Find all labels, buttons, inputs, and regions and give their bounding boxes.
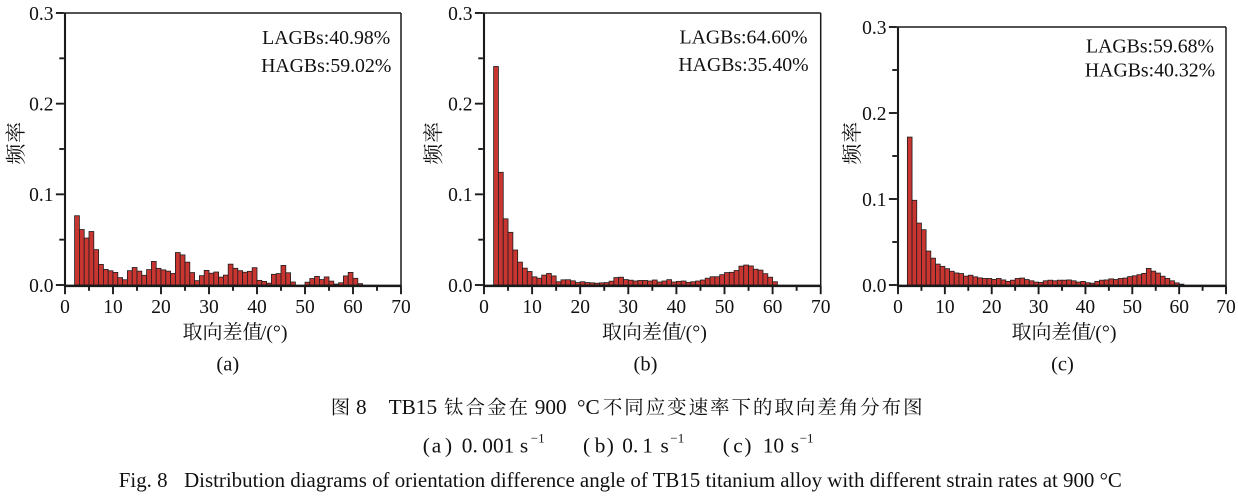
svg-text:HAGBs:59.02%: HAGBs:59.02%: [261, 55, 391, 77]
svg-text:0: 0: [479, 297, 489, 318]
svg-text:8: 8: [356, 395, 367, 419]
svg-text:HAGBs:35.40%: HAGBs:35.40%: [678, 54, 808, 76]
svg-text:Distribution diagrams of orien: Distribution diagrams of orientation dif…: [184, 468, 1122, 492]
svg-text:30: 30: [199, 297, 219, 318]
svg-text:s: s: [661, 433, 669, 457]
svg-text:60: 60: [343, 297, 363, 318]
svg-text:30: 30: [619, 297, 639, 318]
svg-text:(a): (a): [216, 353, 239, 375]
svg-text:20: 20: [982, 297, 1002, 318]
svg-text:0.: 0.: [622, 433, 638, 457]
svg-text:−1: −1: [800, 431, 814, 446]
svg-text:0: 0: [60, 297, 70, 318]
svg-text:0.3: 0.3: [448, 4, 472, 25]
svg-text:): ): [607, 433, 614, 457]
svg-text:/(°): /(°): [680, 322, 707, 344]
svg-text:50: 50: [1123, 297, 1143, 318]
svg-text:0.2: 0.2: [29, 95, 53, 116]
svg-text:Fig. 8: Fig. 8: [119, 468, 168, 492]
svg-text:s: s: [520, 433, 528, 457]
svg-text:40: 40: [667, 297, 687, 318]
svg-text:HAGBs:40.32%: HAGBs:40.32%: [1085, 60, 1215, 82]
svg-text:70: 70: [811, 297, 831, 318]
svg-text:1: 1: [642, 433, 653, 457]
svg-text:LAGBs:64.60%: LAGBs:64.60%: [679, 26, 807, 48]
svg-text:20: 20: [570, 297, 590, 318]
svg-text:50: 50: [295, 297, 315, 318]
svg-text:40: 40: [1076, 297, 1096, 318]
svg-text:10: 10: [522, 297, 542, 318]
svg-text:°C: °C: [577, 395, 600, 419]
svg-text:0.1: 0.1: [448, 185, 472, 206]
svg-text:(: (: [423, 433, 430, 457]
svg-text:(: (: [583, 433, 590, 457]
svg-text:0.2: 0.2: [862, 104, 886, 125]
svg-text:0: 0: [893, 297, 903, 318]
svg-text:40: 40: [247, 297, 267, 318]
svg-text:900: 900: [535, 395, 567, 419]
svg-text:0.0: 0.0: [29, 276, 53, 297]
svg-text:0.0: 0.0: [448, 276, 472, 297]
svg-text:0.1: 0.1: [29, 185, 53, 206]
svg-text:70: 70: [1216, 297, 1236, 318]
svg-text:70: 70: [391, 297, 411, 318]
svg-text:0.1: 0.1: [862, 190, 886, 211]
svg-text:−1: −1: [670, 431, 684, 446]
svg-text:TB15: TB15: [389, 395, 438, 419]
svg-text:/(°): /(°): [261, 322, 288, 344]
svg-text:(c): (c): [1051, 353, 1074, 375]
svg-text:−1: −1: [531, 431, 545, 446]
svg-text:0.3: 0.3: [862, 18, 886, 39]
svg-text:s: s: [791, 433, 799, 457]
svg-text:20: 20: [151, 297, 171, 318]
svg-text:60: 60: [1169, 297, 1189, 318]
svg-text:(b): (b): [634, 353, 658, 375]
svg-text:/(°): /(°): [1090, 322, 1117, 344]
svg-text:60: 60: [763, 297, 783, 318]
svg-text:a: a: [432, 433, 442, 457]
svg-text:0.2: 0.2: [448, 95, 472, 116]
svg-text:30: 30: [1029, 297, 1049, 318]
svg-text:): ): [445, 433, 452, 457]
svg-text:10: 10: [103, 297, 123, 318]
svg-text:001: 001: [482, 433, 514, 457]
svg-text:50: 50: [715, 297, 735, 318]
svg-text:LAGBs:59.68%: LAGBs:59.68%: [1086, 36, 1214, 58]
svg-text:(: (: [723, 433, 730, 457]
svg-text:b: b: [595, 433, 606, 457]
svg-text:0.0: 0.0: [862, 276, 886, 297]
svg-text:0.: 0.: [462, 433, 478, 457]
svg-text:): ): [744, 433, 751, 457]
svg-text:0.3: 0.3: [29, 4, 53, 25]
svg-text:10: 10: [763, 433, 784, 457]
svg-text:LAGBs:40.98%: LAGBs:40.98%: [262, 27, 390, 49]
svg-text:c: c: [733, 433, 742, 457]
svg-text:10: 10: [935, 297, 955, 318]
